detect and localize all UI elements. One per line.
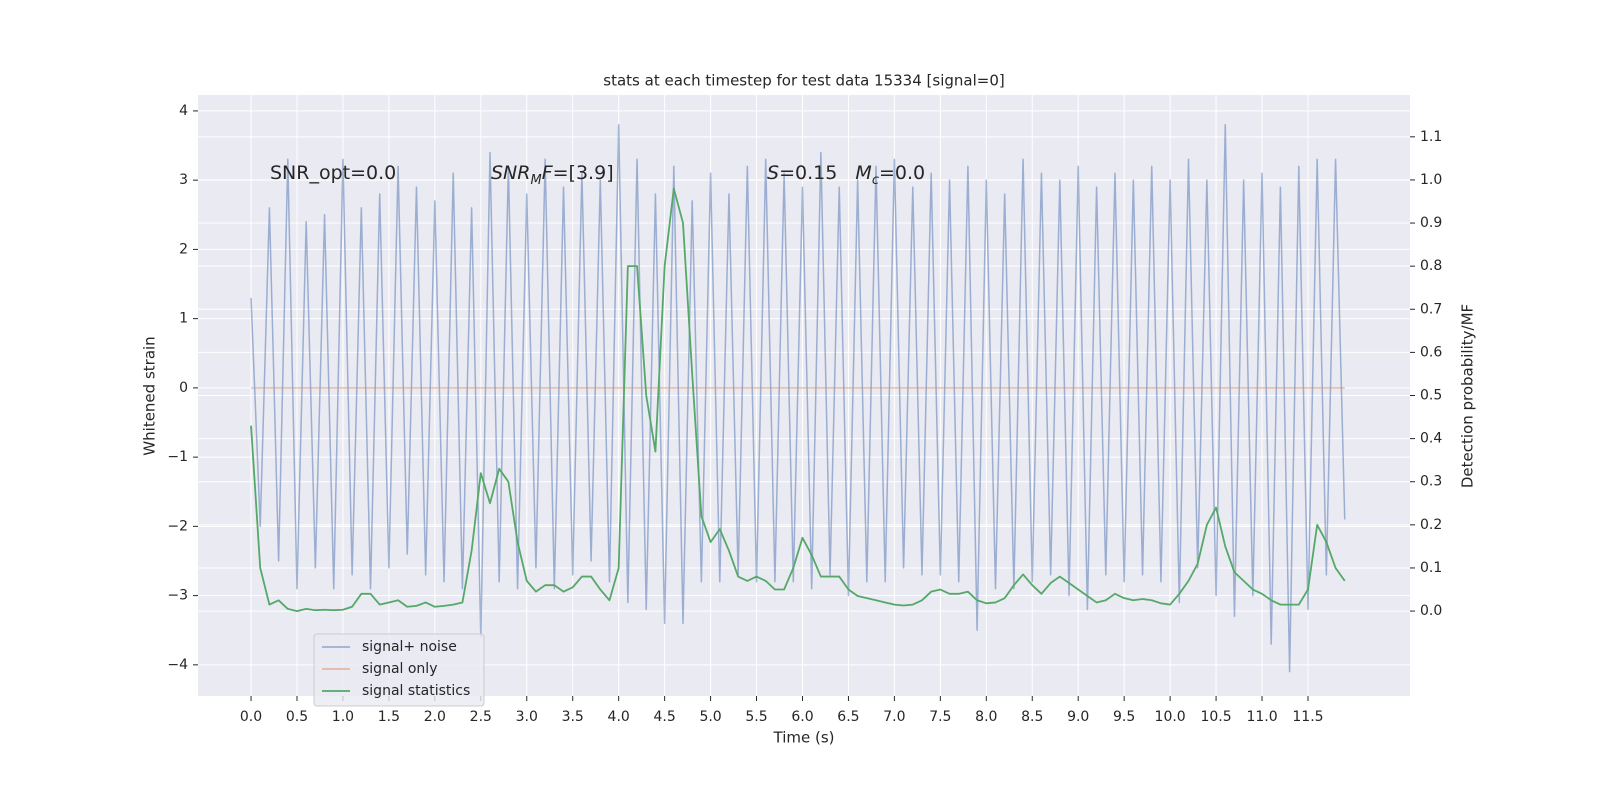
x-tick-label: 1.0 bbox=[332, 709, 354, 725]
annotation-part: S bbox=[767, 162, 779, 184]
legend-box bbox=[313, 633, 485, 707]
x-tick-label: 5.5 bbox=[745, 709, 767, 725]
annotation-part: =0.0 bbox=[879, 162, 925, 184]
annotation-part: F bbox=[542, 162, 554, 184]
series-layer bbox=[250, 124, 1346, 673]
y2-tick-label: 0.1 bbox=[1420, 560, 1442, 576]
y2-tick-label: 0.2 bbox=[1420, 517, 1442, 533]
x-tick-label: 8.5 bbox=[1021, 709, 1043, 725]
x-tick-label: 7.0 bbox=[883, 709, 905, 725]
x-tick-label: 10.5 bbox=[1200, 709, 1231, 725]
y-tick-label: −4 bbox=[167, 657, 188, 673]
y2-tick-label: 1.1 bbox=[1420, 129, 1442, 145]
x-tick-label: 7.5 bbox=[929, 709, 951, 725]
y2-axis-label: Detection probability/MF bbox=[1459, 304, 1477, 488]
legend-label: signal statistics bbox=[362, 683, 470, 699]
annotation-part: =0.15 bbox=[779, 162, 855, 184]
x-tick-label: 9.5 bbox=[1113, 709, 1135, 725]
y-tick-label: 1 bbox=[179, 311, 188, 327]
x-tick-label: 4.5 bbox=[653, 709, 675, 725]
x-tick-label: 3.5 bbox=[562, 709, 584, 725]
annotation-part: SNR_opt=0.0 bbox=[270, 162, 396, 184]
x-tick-label: 11.0 bbox=[1246, 709, 1277, 725]
legend: signal+ noise signal only signal statistic… bbox=[313, 633, 485, 707]
y-tick-label: −2 bbox=[167, 518, 188, 534]
annotation-part: c bbox=[872, 173, 879, 188]
y2-tick-label: 0.6 bbox=[1420, 344, 1442, 360]
legend-label: signal+ noise bbox=[362, 639, 457, 655]
annotation: SNR_opt=0.0 bbox=[270, 162, 396, 184]
y-tick-label: −3 bbox=[167, 588, 188, 604]
y-axis-label: Whitened strain bbox=[141, 336, 159, 455]
x-tick-label: 2.0 bbox=[424, 709, 446, 725]
x-tick-label: 2.5 bbox=[470, 709, 492, 725]
grid bbox=[198, 95, 1410, 696]
y-tick-label: 2 bbox=[179, 241, 188, 257]
x-tick-label: 0.5 bbox=[286, 709, 308, 725]
annotation: SNRMF=[3.9] bbox=[491, 162, 614, 189]
annotation-part: =[3.9] bbox=[553, 162, 614, 184]
x-tick-label: 6.5 bbox=[837, 709, 859, 725]
legend-label: signal only bbox=[362, 661, 437, 677]
annotation-part: M bbox=[530, 173, 541, 188]
x-tick-label: 4.0 bbox=[608, 709, 630, 725]
y-tick-label: −1 bbox=[167, 449, 188, 465]
series-line bbox=[250, 124, 1346, 673]
series-line bbox=[250, 187, 1346, 612]
annotation-part: SNR bbox=[491, 162, 530, 184]
x-tick-label: 3.0 bbox=[516, 709, 538, 725]
chart-title: stats at each timestep for test data 153… bbox=[603, 72, 1004, 90]
x-tick-label: 1.5 bbox=[378, 709, 400, 725]
y2-tick-label: 1.0 bbox=[1420, 172, 1442, 188]
annotation: S=0.15 Mc=0.0 bbox=[767, 162, 925, 189]
x-tick-label: 5.0 bbox=[699, 709, 721, 725]
x-tick-label: 8.0 bbox=[975, 709, 997, 725]
y-tick-label: 4 bbox=[179, 103, 188, 119]
y2-tick-label: 0.4 bbox=[1420, 431, 1442, 447]
y2-tick-label: 0.5 bbox=[1420, 388, 1442, 404]
y2-tick-label: 0.0 bbox=[1420, 603, 1442, 619]
annotation-part: M bbox=[855, 162, 871, 184]
y2-tick-label: 0.3 bbox=[1420, 474, 1442, 490]
y2-tick-label: 0.9 bbox=[1420, 215, 1442, 231]
y-tick-label: 3 bbox=[179, 172, 188, 188]
x-axis-label: Time (s) bbox=[773, 729, 835, 747]
x-tick-label: 10.0 bbox=[1155, 709, 1186, 725]
x-tick-label: 6.0 bbox=[791, 709, 813, 725]
x-tick-label: 0.0 bbox=[240, 709, 262, 725]
y2-tick-label: 0.7 bbox=[1420, 301, 1442, 317]
axes: 0.0 0.5 1.0 1.5 2.0 2.5 3.0 3.5 4.0 4.5 5.0 5.5 6.0 6… bbox=[167, 103, 1442, 725]
y-tick-label: 0 bbox=[179, 380, 188, 396]
x-tick-label: 11.5 bbox=[1292, 709, 1323, 725]
x-tick-label: 9.0 bbox=[1067, 709, 1089, 725]
y2-tick-label: 0.8 bbox=[1420, 258, 1442, 274]
